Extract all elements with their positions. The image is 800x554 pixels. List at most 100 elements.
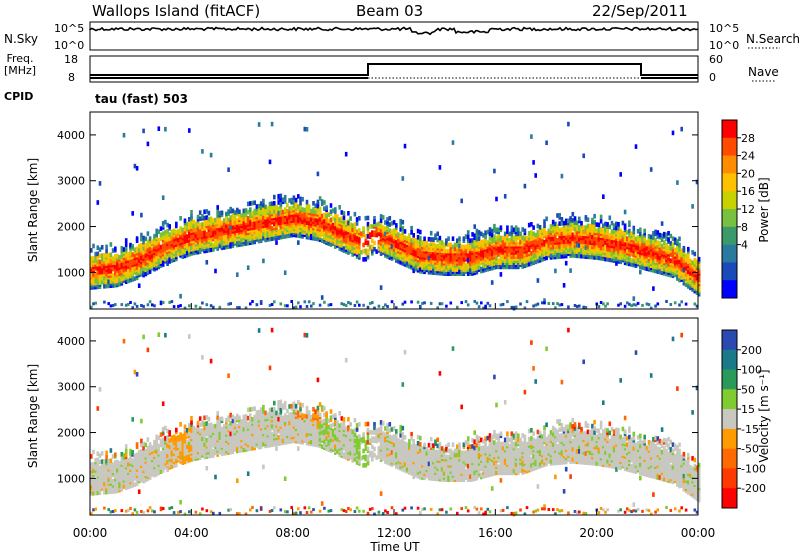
power-cell — [427, 236, 431, 242]
power-ground-cell — [551, 302, 555, 306]
power-cell — [654, 229, 657, 235]
velocity-cell — [124, 452, 128, 458]
power-cell — [464, 263, 468, 268]
power-cell — [225, 224, 228, 229]
power-cell — [527, 231, 531, 236]
power-cell — [442, 242, 446, 247]
power-cell — [532, 225, 535, 230]
velocity-ground-cell — [161, 507, 165, 510]
velocity-cell — [96, 461, 100, 467]
power-scatter — [122, 132, 126, 138]
power-cell — [604, 244, 607, 249]
power-cell — [639, 227, 642, 233]
power-cell — [497, 258, 500, 263]
power-cell — [96, 284, 100, 290]
power-cell — [390, 252, 394, 257]
power-cell — [185, 242, 189, 248]
power-cell — [440, 240, 444, 245]
power-cell — [573, 216, 577, 221]
power-cell — [351, 227, 354, 233]
power-cell — [527, 241, 531, 246]
power-cell — [358, 253, 361, 258]
power-cell — [190, 210, 193, 215]
power-cell — [170, 229, 174, 234]
power-ground-cell — [506, 300, 509, 304]
velocity-cell — [166, 435, 169, 440]
power-cell — [591, 217, 594, 223]
power-cell — [175, 221, 178, 227]
power-ground-cell — [477, 305, 481, 309]
power-ground-cell — [347, 301, 350, 304]
power-cell — [140, 243, 143, 248]
power-ground-cell — [227, 302, 230, 306]
power-cell — [172, 249, 176, 254]
velocity-cell — [96, 490, 100, 496]
velocity-cell — [103, 481, 106, 487]
power-cell — [460, 244, 463, 250]
power-scatter — [503, 194, 507, 199]
power-cell — [530, 222, 533, 227]
power-cell — [229, 219, 232, 224]
power-scatter — [146, 141, 150, 147]
cpid-text: tau (fast) 503 — [95, 92, 188, 106]
power-cell — [118, 277, 121, 283]
nsky-frame — [89, 21, 699, 51]
power-cell — [236, 207, 239, 213]
power-cell — [410, 225, 413, 231]
velocity-ground-cell — [90, 511, 93, 515]
power-cell — [262, 215, 265, 220]
power-cell — [493, 234, 496, 239]
power-cell — [451, 259, 455, 264]
power-scatter — [578, 243, 581, 248]
velocity-cell — [120, 458, 124, 463]
power-cell — [336, 218, 339, 224]
power-scatter — [575, 243, 579, 248]
power-cell — [680, 271, 683, 276]
power-cell — [122, 247, 126, 252]
power-cell — [144, 236, 148, 242]
power-ground-cell — [205, 303, 209, 307]
power-cell — [405, 261, 409, 266]
power-scatter — [412, 268, 415, 274]
power-cell — [216, 205, 219, 210]
power-cell — [135, 259, 139, 264]
power-cell — [697, 269, 701, 274]
power-cell — [135, 236, 139, 241]
power-cell — [621, 231, 625, 236]
power-cell — [255, 224, 259, 230]
power-cell — [96, 255, 100, 261]
power-cell — [599, 227, 603, 232]
power-cell — [503, 231, 507, 237]
power-cell — [571, 222, 575, 227]
velocity-cell — [118, 483, 121, 489]
power-cell — [490, 232, 494, 238]
power-scatter — [567, 121, 570, 127]
power-cell — [643, 228, 646, 234]
power-cell — [571, 226, 575, 231]
power-ground-cell — [148, 300, 152, 304]
power-cell — [519, 239, 522, 245]
power-cell — [480, 239, 483, 245]
power-cell — [381, 215, 385, 220]
power-cell — [151, 257, 154, 263]
power-cell — [586, 223, 590, 229]
power-cell — [120, 252, 124, 257]
power-cell — [427, 243, 431, 248]
power-cell — [262, 236, 265, 241]
power-ground-cell — [127, 303, 130, 306]
power-scatter — [246, 265, 250, 270]
power-cell — [649, 234, 653, 240]
power-ground-cell — [466, 303, 470, 307]
velocity-cell — [120, 452, 124, 457]
power-cell — [451, 244, 455, 250]
velocity-cell — [159, 442, 163, 448]
power-cell — [588, 223, 592, 229]
velocity-ground-cell — [103, 506, 106, 510]
power-cell — [279, 193, 283, 199]
power-cell — [198, 247, 202, 252]
freq-panel — [89, 55, 776, 83]
power-cell — [534, 253, 537, 258]
power-scatter — [682, 267, 686, 273]
velocity-cell — [144, 442, 148, 448]
power-ground-cell — [183, 306, 187, 310]
